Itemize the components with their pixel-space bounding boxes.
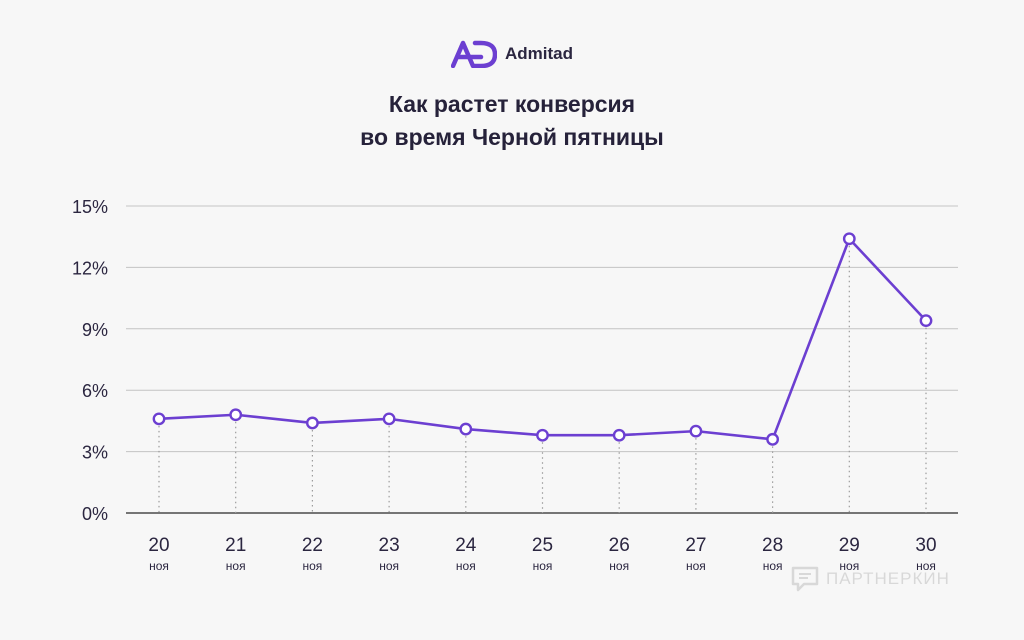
x-tick-sublabel: ноя [533, 559, 553, 573]
y-tick-label: 9% [82, 320, 108, 340]
brand-name: Admitad [505, 44, 573, 63]
data-point [612, 428, 626, 442]
x-tick-sublabel: ноя [226, 559, 246, 573]
brand-logo: Admitad [0, 40, 1024, 68]
x-tick-label: 28 [762, 535, 783, 556]
x-tick-label: 20 [148, 535, 169, 556]
x-tick-sublabel: ноя [839, 559, 859, 573]
y-tick-label: 12% [72, 258, 108, 278]
x-tick-sublabel: ноя [456, 559, 476, 573]
x-tick-label: 30 [915, 535, 936, 556]
admitad-logo-icon [451, 40, 497, 68]
series-line [158, 237, 927, 441]
data-point [689, 424, 703, 438]
y-tick-label: 0% [82, 504, 108, 524]
data-point [382, 412, 396, 426]
data-point [766, 432, 779, 446]
chart-title-line-2: во время Черной пятницы [360, 124, 664, 150]
x-tick-sublabel: ноя [609, 559, 629, 573]
data-point [842, 232, 856, 246]
x-tick-label: 21 [225, 535, 246, 556]
x-tick-sublabel: ноя [763, 559, 783, 573]
x-tick-label: 25 [532, 535, 553, 556]
x-tick-sublabel: ноя [379, 559, 399, 573]
x-tick-sublabel: ноя [302, 559, 322, 573]
watermark-text: ПАРТНЕРКИН [826, 569, 950, 588]
y-tick-label: 3% [82, 443, 108, 463]
x-tick-label: 26 [609, 535, 630, 556]
x-tick-sublabel: ноя [686, 559, 706, 573]
data-point [305, 416, 319, 430]
data-point [536, 428, 549, 442]
data-point [919, 314, 933, 328]
x-tick-sublabel: ноя [916, 559, 936, 573]
data-point [229, 408, 243, 422]
x-tick-label: 29 [839, 535, 860, 556]
chart-title: Как растет конверсия во время Черной пят… [0, 88, 1024, 154]
x-tick-label: 23 [379, 535, 400, 556]
chat-bubble-icon [791, 566, 819, 592]
chart-title-line-1: Как растет конверсия [388, 91, 636, 117]
y-tick-label: 6% [82, 381, 108, 401]
data-point [459, 422, 473, 436]
x-tick-label: 22 [302, 535, 323, 556]
y-tick-label: 15% [72, 197, 108, 217]
x-tick-sublabel: ноя [149, 559, 169, 573]
data-point [152, 412, 166, 426]
watermark: ПАРТНЕРКИН [790, 564, 950, 594]
x-tick-label: 27 [685, 535, 706, 556]
x-tick-label: 24 [455, 535, 477, 556]
